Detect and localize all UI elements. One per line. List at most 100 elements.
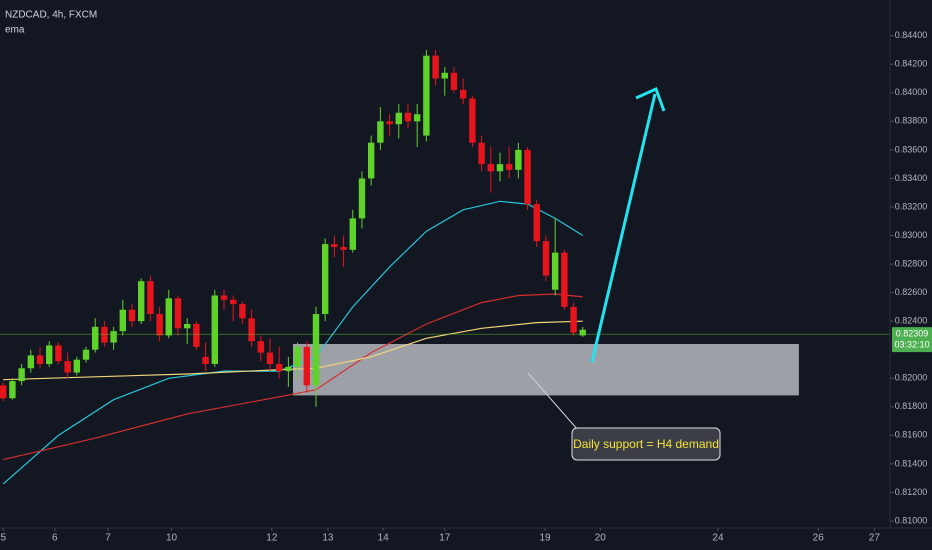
ema-line	[3, 293, 583, 461]
y-tick-label: 0.84400	[895, 30, 928, 40]
x-tick-label: 14	[378, 533, 390, 544]
candle-body	[64, 361, 71, 373]
candle-body	[570, 306, 577, 333]
candle-body	[294, 346, 301, 367]
candle-body	[257, 341, 264, 353]
x-tick-label: 20	[595, 533, 607, 544]
support-zone	[292, 344, 799, 396]
x-tick-label: 24	[712, 533, 724, 544]
candle-body	[487, 164, 494, 172]
y-tick-label: 0.81200	[895, 487, 928, 497]
candle-body	[174, 298, 182, 329]
arrow	[590, 86, 666, 363]
candle-body	[285, 366, 292, 372]
candle-body	[275, 363, 283, 372]
candle-body	[561, 252, 568, 307]
candle-body	[321, 244, 329, 315]
x-tick-label: 17	[439, 533, 451, 544]
candle-body	[423, 55, 430, 136]
candle-body	[515, 149, 522, 170]
ema-line	[2, 200, 584, 485]
x-tick-label: 10	[166, 533, 178, 544]
candle-body	[331, 244, 338, 247]
y-tick-label: 0.83800	[895, 116, 928, 126]
candle-body	[128, 309, 136, 322]
y-tick-label: 0.82800	[895, 258, 928, 268]
x-tick-label: 19	[539, 533, 551, 544]
candle-body	[450, 72, 458, 90]
callout: Daily support = H4 demand	[527, 372, 721, 461]
y-tick-label: 0.82400	[895, 316, 928, 326]
candle-body	[156, 314, 163, 336]
candle-body	[395, 112, 402, 125]
candle-body	[165, 298, 173, 336]
candle-body	[193, 324, 200, 347]
last-price-box	[892, 327, 932, 353]
arrow-head	[635, 86, 666, 112]
candle-body	[27, 355, 35, 369]
chart-title: NZDCAD, 4h, FXCM	[5, 10, 97, 21]
candle-body	[110, 331, 117, 343]
candle-body	[46, 345, 53, 364]
arrow-shaft	[590, 93, 657, 363]
y-tick-label: 0.83200	[895, 201, 928, 211]
plot-area	[0, 49, 890, 485]
candle-body	[183, 324, 191, 329]
y-tick-label: 0.82000	[895, 373, 928, 383]
x-tick-label: 6	[52, 533, 58, 544]
candle-body	[340, 246, 347, 250]
y-tick-label: 0.83400	[895, 173, 928, 183]
candle-body	[367, 142, 375, 179]
y-tick-label: 0.81600	[895, 430, 928, 440]
candle-body	[147, 281, 154, 315]
candle-body	[542, 241, 550, 276]
candle-body	[377, 121, 384, 143]
candle-body	[119, 309, 127, 332]
x-tick-label: 27	[869, 533, 881, 544]
candle-body	[349, 218, 356, 250]
candle-body	[496, 164, 504, 172]
x-tick-label: 5	[0, 533, 6, 544]
callout-pointer	[527, 372, 579, 431]
callout-box	[571, 427, 721, 461]
candle-body	[73, 359, 81, 373]
y-tick-label: 0.81000	[895, 515, 928, 525]
candle-body	[229, 299, 237, 305]
candle-body	[36, 355, 44, 364]
countdown-label: 03:32:10	[894, 340, 929, 350]
candle-body	[386, 121, 393, 125]
x-tick-label: 12	[266, 533, 278, 544]
candle-body	[533, 204, 540, 242]
x-tick-label: 7	[105, 533, 111, 544]
candle-body	[469, 98, 476, 143]
candle-body	[579, 329, 586, 336]
candle-body	[413, 114, 421, 122]
candle-body	[524, 149, 531, 205]
callout-text: Daily support = H4 demand	[573, 437, 719, 451]
candle-body	[211, 295, 218, 364]
candle-body	[138, 281, 145, 322]
candle-body	[18, 368, 25, 382]
y-tick-label: 0.84000	[895, 87, 928, 97]
candle-body	[9, 381, 16, 399]
ema-line	[3, 320, 583, 381]
candle-body	[432, 55, 439, 79]
x-tick-label: 26	[813, 533, 825, 544]
candle-body	[358, 178, 366, 219]
y-tick-label: 0.82600	[895, 287, 928, 297]
y-tick-label: 0.83600	[895, 144, 928, 154]
candle-body	[312, 314, 320, 386]
candle-body	[101, 326, 108, 343]
candle-body	[266, 352, 274, 364]
candle-body	[404, 112, 412, 122]
candle-body	[239, 304, 246, 319]
last-price-label: 0.82309	[896, 329, 929, 339]
x-tick-label: 13	[322, 533, 334, 544]
candle-body	[202, 356, 209, 364]
candle-body	[505, 164, 513, 170]
candle-body	[441, 72, 448, 79]
indicator-label: ema	[5, 25, 25, 36]
candle-body	[248, 318, 255, 342]
